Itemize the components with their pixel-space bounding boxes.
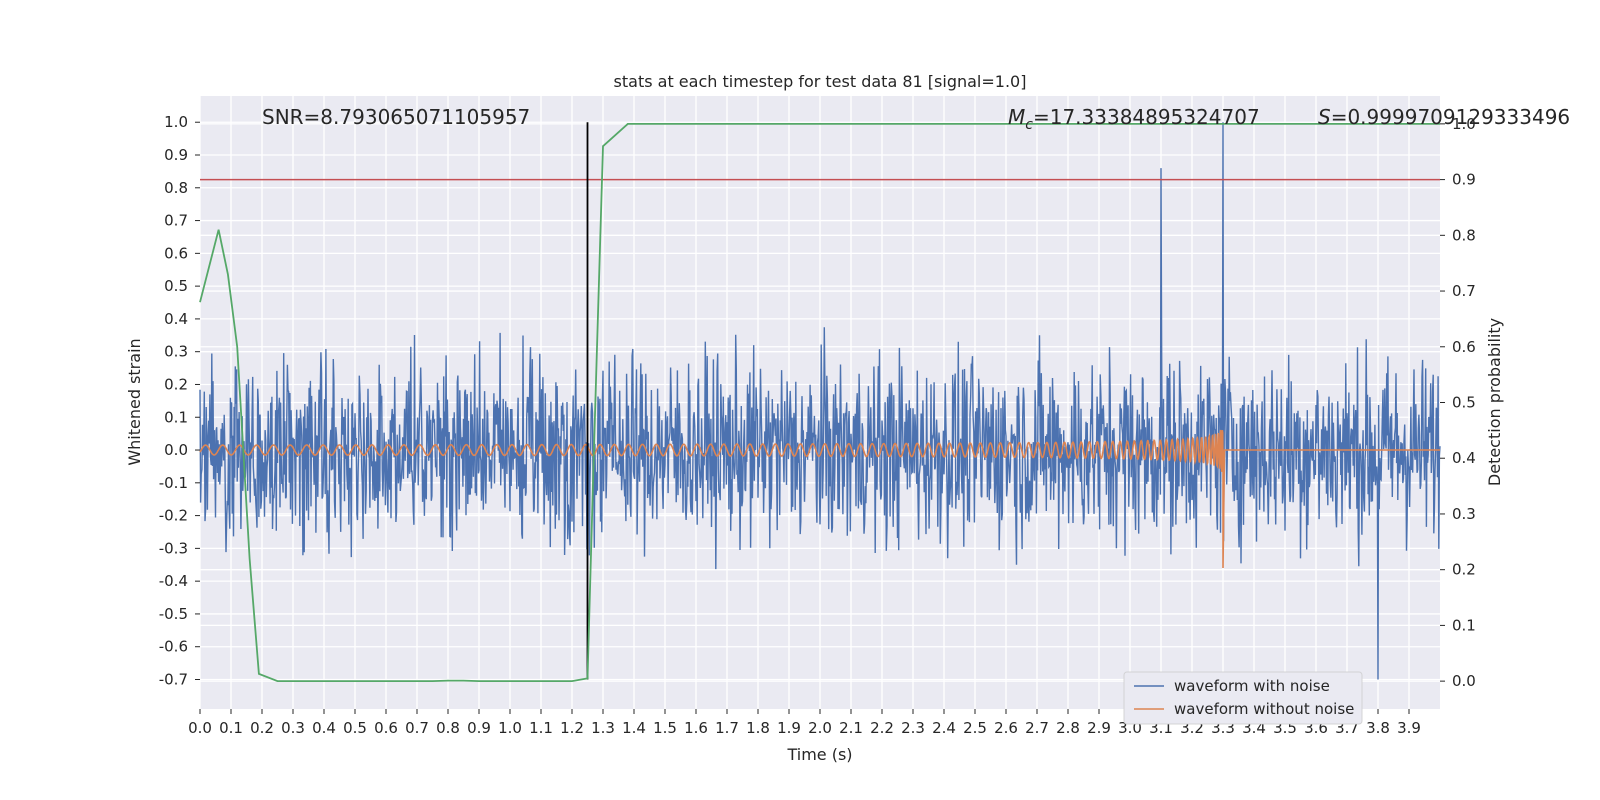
x-tick-label: 1.7: [715, 719, 739, 737]
y-right-tick-label: 0.8: [1452, 226, 1476, 244]
y-tick-label: -0.6: [159, 638, 188, 656]
x-tick-label: 1.3: [591, 719, 615, 737]
y-tick-label: -0.2: [159, 507, 188, 525]
x-tick-label: 0.0: [188, 719, 212, 737]
y-right-tick-label: 0.6: [1452, 338, 1476, 356]
chirp-mass-value: =17.33384895324707: [1033, 105, 1260, 129]
series-waveform-with-noise: [199, 122, 1441, 680]
x-axis-label: Time (s): [786, 745, 852, 764]
y-right-tick-label: 0.3: [1452, 505, 1476, 523]
y-tick-label: -0.5: [159, 605, 188, 623]
y-right-tick-label: 0.2: [1452, 561, 1476, 579]
legend-label-clean: waveform without noise: [1174, 700, 1354, 718]
x-tick-label: 1.2: [560, 719, 584, 737]
legend-label-noise: waveform with noise: [1174, 677, 1330, 695]
x-tick-label: 2.9: [1087, 719, 1111, 737]
y-right-tick-label: 0.4: [1452, 449, 1476, 467]
legend-box: [1123, 671, 1363, 725]
y-right-tick-label: 0.0: [1452, 672, 1476, 690]
y-tick-label: 0.3: [164, 343, 188, 361]
y-right-tick-label: 0.9: [1452, 171, 1476, 189]
x-tick-label: 0.9: [467, 719, 491, 737]
snr-annotation: SNR=8.793065071105957: [262, 105, 530, 129]
x-tick-label: 0.4: [312, 719, 336, 737]
x-tick-label: 2.8: [1056, 719, 1080, 737]
x-tick-label: 1.9: [777, 719, 801, 737]
x-tick-label: 1.8: [746, 719, 770, 737]
x-tick-label: 0.7: [405, 719, 429, 737]
x-tick-label: 2.5: [963, 719, 987, 737]
y-tick-label: 0.7: [164, 212, 188, 230]
x-tick-label: 1.4: [622, 719, 646, 737]
y-tick-label: 0.0: [164, 441, 188, 459]
x-tick-label: 3.9: [1397, 719, 1421, 737]
y-tick-label: 1.0: [164, 113, 188, 131]
x-tick-label: 0.2: [250, 719, 274, 737]
y-tick-label: 0.4: [164, 310, 188, 328]
x-tick-label: 0.8: [436, 719, 460, 737]
series-layer: [199, 122, 1441, 682]
y-tick-label: 0.1: [164, 408, 188, 426]
score-annotation: S=0.9999709129333496: [1318, 105, 1570, 129]
y-tick-label: 0.9: [164, 146, 188, 164]
y-tick-label: -0.7: [159, 670, 188, 688]
x-tick-label: 1.6: [684, 719, 708, 737]
chart-title: stats at each timestep for test data 81 …: [614, 72, 1027, 91]
score-symbol: S: [1318, 105, 1331, 129]
grid: [199, 96, 1440, 709]
x-tick-label: 2.7: [1025, 719, 1049, 737]
chirp-mass-annotation: Mc=17.33384895324707: [1008, 105, 1260, 133]
x-tick-label: 2.4: [932, 719, 956, 737]
x-tick-label: 2.3: [901, 719, 925, 737]
y-tick-label: -0.1: [159, 474, 188, 492]
x-tick-label: 0.3: [281, 719, 305, 737]
x-tick-label: 1.1: [529, 719, 553, 737]
y-tick-label: 0.2: [164, 375, 188, 393]
chirp-mass-subscript: c: [1025, 117, 1033, 133]
legend: waveform with noise waveform without noi…: [1123, 671, 1363, 725]
y-tick-label: 0.8: [164, 179, 188, 197]
score-value: =0.9999709129333496: [1331, 105, 1570, 129]
x-tick-label: 3.8: [1366, 719, 1390, 737]
x-tick-label: 2.6: [994, 719, 1018, 737]
y-tick-label: 0.6: [164, 244, 188, 262]
y-tick-label: -0.4: [159, 572, 188, 590]
y-axis-label: Whitened strain: [125, 338, 144, 465]
x-tick-label: 2.1: [839, 719, 863, 737]
x-tick-label: 1.0: [498, 719, 522, 737]
x-tick-label: 2.0: [808, 719, 832, 737]
x-tick-label: 0.1: [219, 719, 243, 737]
y-axis-right-label: Detection probability: [1485, 318, 1504, 486]
y-right-tick-label: 0.5: [1452, 394, 1476, 412]
x-tick-label: 2.2: [870, 719, 894, 737]
y-right-tick-label: 0.7: [1452, 282, 1476, 300]
y-right-tick-label: 0.1: [1452, 616, 1476, 634]
series-waveform-without-noise: [199, 429, 1440, 569]
chirp-mass-symbol: M: [1008, 105, 1025, 129]
x-tick-label: 0.5: [343, 719, 367, 737]
x-tick-label: 1.5: [653, 719, 677, 737]
y-tick-label: -0.3: [159, 539, 188, 557]
x-tick-label: 0.6: [374, 719, 398, 737]
y-right-tick-label: 1.0: [1452, 115, 1476, 133]
y-tick-label: 0.5: [164, 277, 188, 295]
series-detection-probability: [199, 123, 1440, 682]
